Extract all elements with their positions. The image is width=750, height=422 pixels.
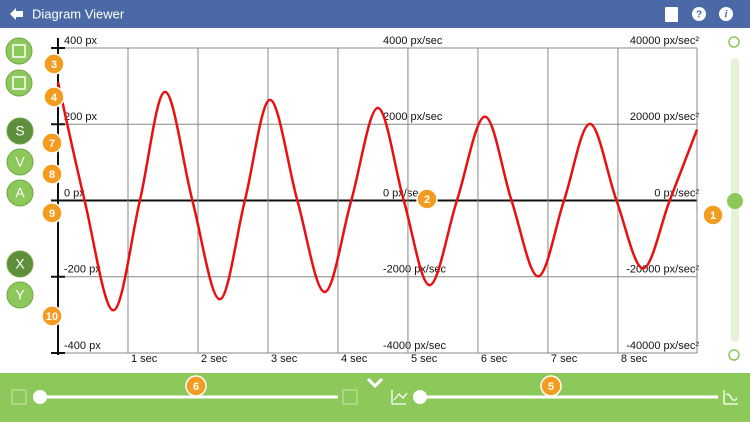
x-tick-label: 6 sec bbox=[481, 353, 508, 365]
y-tick-label: -200 px bbox=[64, 264, 101, 276]
y2-tick-label: 0 px/sec bbox=[383, 187, 424, 199]
chart: 400 px 200 px 0 px -200 px -400 px 4000 px/se… bbox=[51, 35, 699, 365]
mode-button[interactable] bbox=[6, 117, 34, 145]
y2-tick-label: -2000 px/sec bbox=[383, 264, 446, 276]
badge bbox=[702, 204, 724, 226]
y3-tick-label: -20000 px/sec² bbox=[626, 264, 699, 276]
y3-tick-label: -40000 px/sec² bbox=[626, 340, 699, 352]
badge-number: 10 bbox=[46, 311, 58, 323]
mode-button[interactable] bbox=[6, 281, 34, 309]
header-bar bbox=[0, 0, 750, 28]
badge-number: 1 bbox=[710, 210, 716, 222]
mode-button[interactable] bbox=[6, 250, 34, 278]
grid-large-icon bbox=[342, 389, 358, 405]
zoom-in[interactable] bbox=[728, 36, 740, 48]
collapse-chevron[interactable] bbox=[366, 377, 384, 389]
zoom-out[interactable] bbox=[728, 349, 740, 361]
help-icon[interactable] bbox=[692, 7, 706, 21]
y2-tick-label: 4000 px/sec bbox=[383, 35, 443, 47]
app-title: Diagram Viewer bbox=[32, 6, 125, 21]
badge bbox=[43, 53, 65, 75]
badge bbox=[41, 163, 63, 185]
back-button[interactable] bbox=[10, 8, 23, 20]
info-glyph: i bbox=[725, 10, 728, 21]
grid-slider-knob[interactable] bbox=[33, 390, 47, 404]
mode-button-label: S bbox=[15, 123, 24, 139]
zoom-knob[interactable] bbox=[727, 193, 743, 209]
signal-curve bbox=[56, 81, 699, 312]
image-button[interactable] bbox=[5, 37, 33, 65]
mode-button[interactable] bbox=[6, 148, 34, 176]
badge bbox=[540, 375, 562, 397]
badge bbox=[43, 86, 65, 108]
notes-icon[interactable] bbox=[665, 7, 678, 22]
badge bbox=[416, 188, 438, 210]
badge bbox=[41, 305, 63, 327]
badge-number: 9 bbox=[49, 208, 55, 220]
table-button[interactable] bbox=[5, 69, 33, 97]
y3-tick-label: 40000 px/sec² bbox=[630, 35, 699, 47]
overlay: SVA XY 3 4 7 8 9 10 2 1 6 5 bbox=[6, 53, 724, 397]
mode-button-label: Y bbox=[15, 287, 25, 303]
mode-button-label: V bbox=[15, 154, 25, 170]
x-tick-label: 5 sec bbox=[411, 353, 438, 365]
y2-tick-label: -4000 px/sec bbox=[383, 340, 446, 352]
mode-button-label: A bbox=[15, 185, 25, 201]
x-tick-label: 2 sec bbox=[201, 353, 228, 365]
badge bbox=[185, 375, 207, 397]
badge-number: 6 bbox=[193, 381, 199, 393]
curve-small-icon bbox=[391, 390, 408, 405]
badge-number: 5 bbox=[548, 381, 554, 393]
x-tick-label: 8 sec bbox=[621, 353, 648, 365]
y-tick-label: 200 px bbox=[64, 111, 98, 123]
badge bbox=[41, 132, 63, 154]
curve-large-icon bbox=[723, 390, 738, 405]
x-tick-label: 4 sec bbox=[341, 353, 368, 365]
y3-tick-label: 20000 px/sec² bbox=[630, 111, 699, 123]
y2-tick-label: 2000 px/sec bbox=[383, 111, 443, 123]
table-glyph bbox=[12, 76, 26, 90]
y-tick-label: 0 px bbox=[64, 187, 85, 199]
y-tick-label: 400 px bbox=[64, 35, 98, 47]
badge-number: 3 bbox=[51, 59, 57, 71]
badge-number: 7 bbox=[49, 138, 55, 150]
x-tick-label: 7 sec bbox=[551, 353, 578, 365]
badge-number: 4 bbox=[51, 92, 58, 104]
y3-tick-label: 0 px/sec² bbox=[654, 187, 699, 199]
mode-button[interactable] bbox=[6, 179, 34, 207]
info-icon[interactable] bbox=[719, 7, 733, 21]
mode-button-label: X bbox=[15, 256, 25, 272]
badge-number: 2 bbox=[424, 194, 430, 206]
curve-slider-knob[interactable] bbox=[413, 390, 427, 404]
x-tick-label: 1 sec bbox=[131, 353, 158, 365]
grid-small-icon bbox=[11, 389, 27, 405]
image-glyph bbox=[12, 44, 26, 58]
y-tick-label: -400 px bbox=[64, 340, 101, 352]
badge bbox=[41, 202, 63, 224]
badge-number: 8 bbox=[49, 169, 55, 181]
help-glyph: ? bbox=[696, 10, 702, 21]
x-tick-label: 3 sec bbox=[271, 353, 298, 365]
